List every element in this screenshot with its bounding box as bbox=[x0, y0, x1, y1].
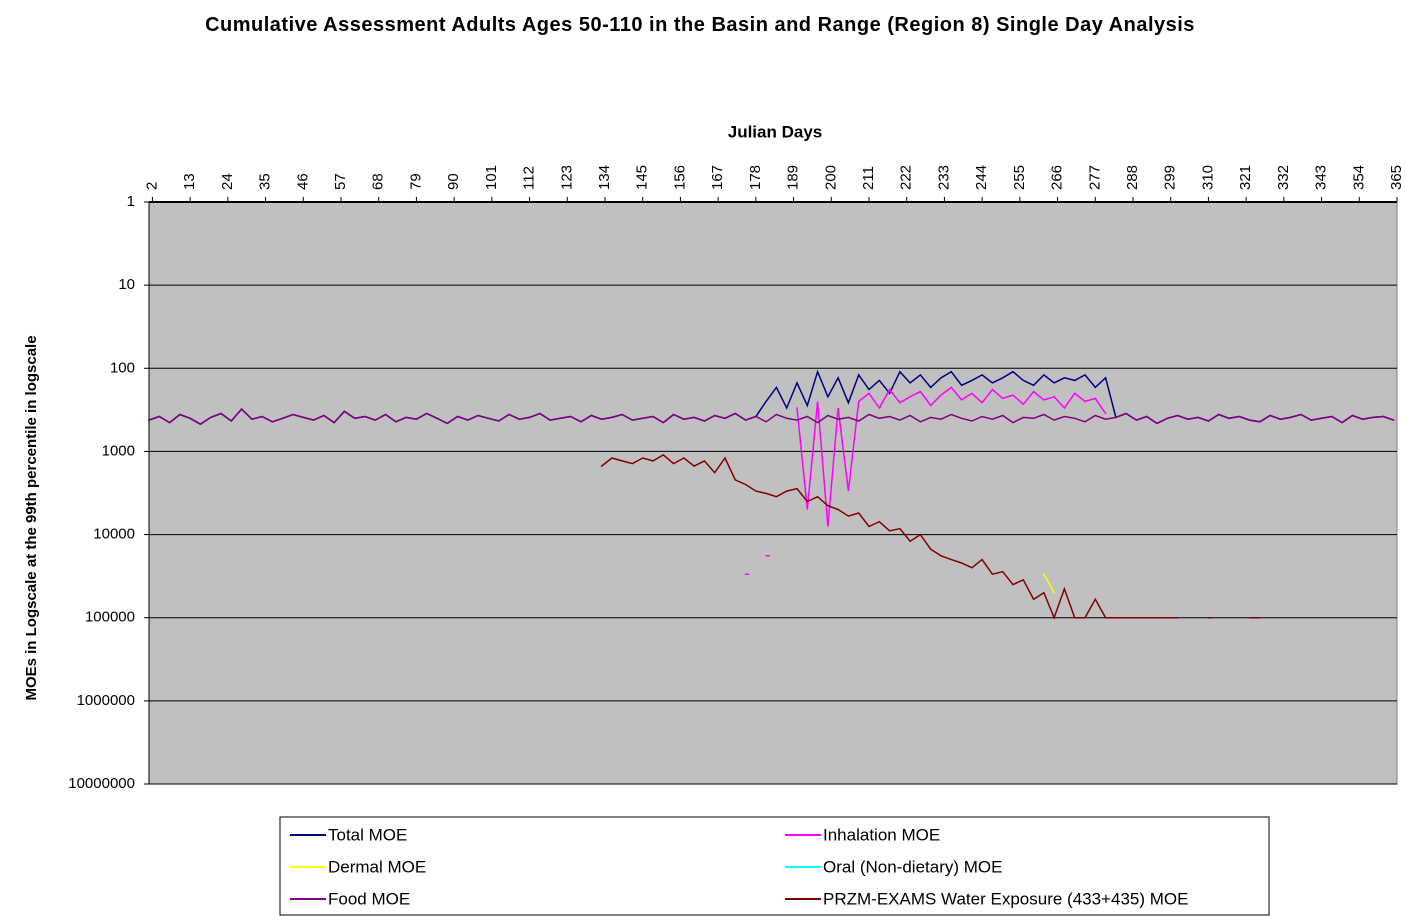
x-tick-label: 321 bbox=[1237, 165, 1254, 190]
x-tick-label: 189 bbox=[785, 165, 802, 190]
x-tick-label: 123 bbox=[558, 165, 575, 190]
legend-label: Dermal MOE bbox=[328, 857, 426, 876]
x-tick-label: 277 bbox=[1086, 165, 1103, 190]
legend-label: PRZM-EXAMS Water Exposure (433+435) MOE bbox=[823, 889, 1188, 908]
x-tick-label: 90 bbox=[445, 173, 462, 190]
x-tick-label: 178 bbox=[747, 165, 764, 190]
y-tick-label: 100 bbox=[110, 359, 135, 376]
series-line bbox=[744, 386, 1107, 575]
y-tick-label: 10 bbox=[118, 276, 135, 293]
x-tick-label: 343 bbox=[1313, 165, 1330, 190]
x-tick-label: 332 bbox=[1275, 165, 1292, 190]
x-tick-label: 233 bbox=[935, 165, 952, 190]
x-tick-label: 35 bbox=[257, 173, 274, 190]
x-tick-label: 365 bbox=[1388, 165, 1405, 190]
legend-box bbox=[279, 816, 1270, 916]
x-tick-label: 79 bbox=[407, 173, 424, 190]
y-tick-label: 1000 bbox=[102, 442, 135, 459]
legend-label: Total MOE bbox=[328, 825, 407, 844]
y-tick-label: 10000 bbox=[93, 526, 135, 543]
x-tick-label: 200 bbox=[822, 165, 839, 190]
legend-label: Oral (Non-dietary) MOE bbox=[823, 857, 1002, 876]
x-tick-label: 255 bbox=[1011, 165, 1028, 190]
x-tick-label: 288 bbox=[1124, 165, 1141, 190]
x-tick-label: 145 bbox=[634, 165, 651, 190]
x-tick-label: 244 bbox=[973, 165, 990, 190]
plot-area bbox=[148, 201, 1398, 785]
x-tick-label: 46 bbox=[294, 173, 311, 190]
x-tick-label: 222 bbox=[898, 165, 915, 190]
x-tick-label: 68 bbox=[370, 173, 387, 190]
y-tick-label: 1 bbox=[127, 193, 135, 210]
chart-title: Cumulative Assessment Adults Ages 50-110… bbox=[205, 14, 1195, 36]
legend-label: Inhalation MOE bbox=[823, 825, 940, 844]
x-tick-label: 156 bbox=[671, 165, 688, 190]
series-line bbox=[600, 453, 1261, 620]
series-line bbox=[148, 408, 1395, 426]
x-tick-label: 2 bbox=[143, 182, 160, 190]
x-tick-label: 134 bbox=[596, 165, 613, 190]
y-axis-title: MOEs in Logscale at the 99th percentile … bbox=[23, 335, 40, 700]
x-tick-label: 299 bbox=[1162, 165, 1179, 190]
x-tick-label: 13 bbox=[181, 173, 198, 190]
x-tick-label: 24 bbox=[219, 173, 236, 190]
plot-background bbox=[148, 201, 1398, 785]
x-tick-label: 310 bbox=[1199, 165, 1216, 190]
x-tick-label: 167 bbox=[709, 165, 726, 190]
x-tick-label: 211 bbox=[860, 166, 877, 190]
series-line bbox=[1043, 573, 1055, 594]
x-axis-title: Julian Days bbox=[728, 122, 823, 141]
y-tick-label: 1000000 bbox=[77, 692, 135, 709]
x-tick-label: 57 bbox=[332, 173, 349, 190]
legend-label: Food MOE bbox=[328, 889, 410, 908]
y-tick-label: 10000000 bbox=[68, 775, 135, 792]
x-tick-label: 101 bbox=[483, 165, 500, 190]
x-tick-label: 112 bbox=[521, 166, 538, 190]
x-tick-label: 354 bbox=[1350, 165, 1367, 190]
x-tick-label: 266 bbox=[1049, 165, 1066, 190]
y-tick-label: 100000 bbox=[85, 609, 135, 626]
